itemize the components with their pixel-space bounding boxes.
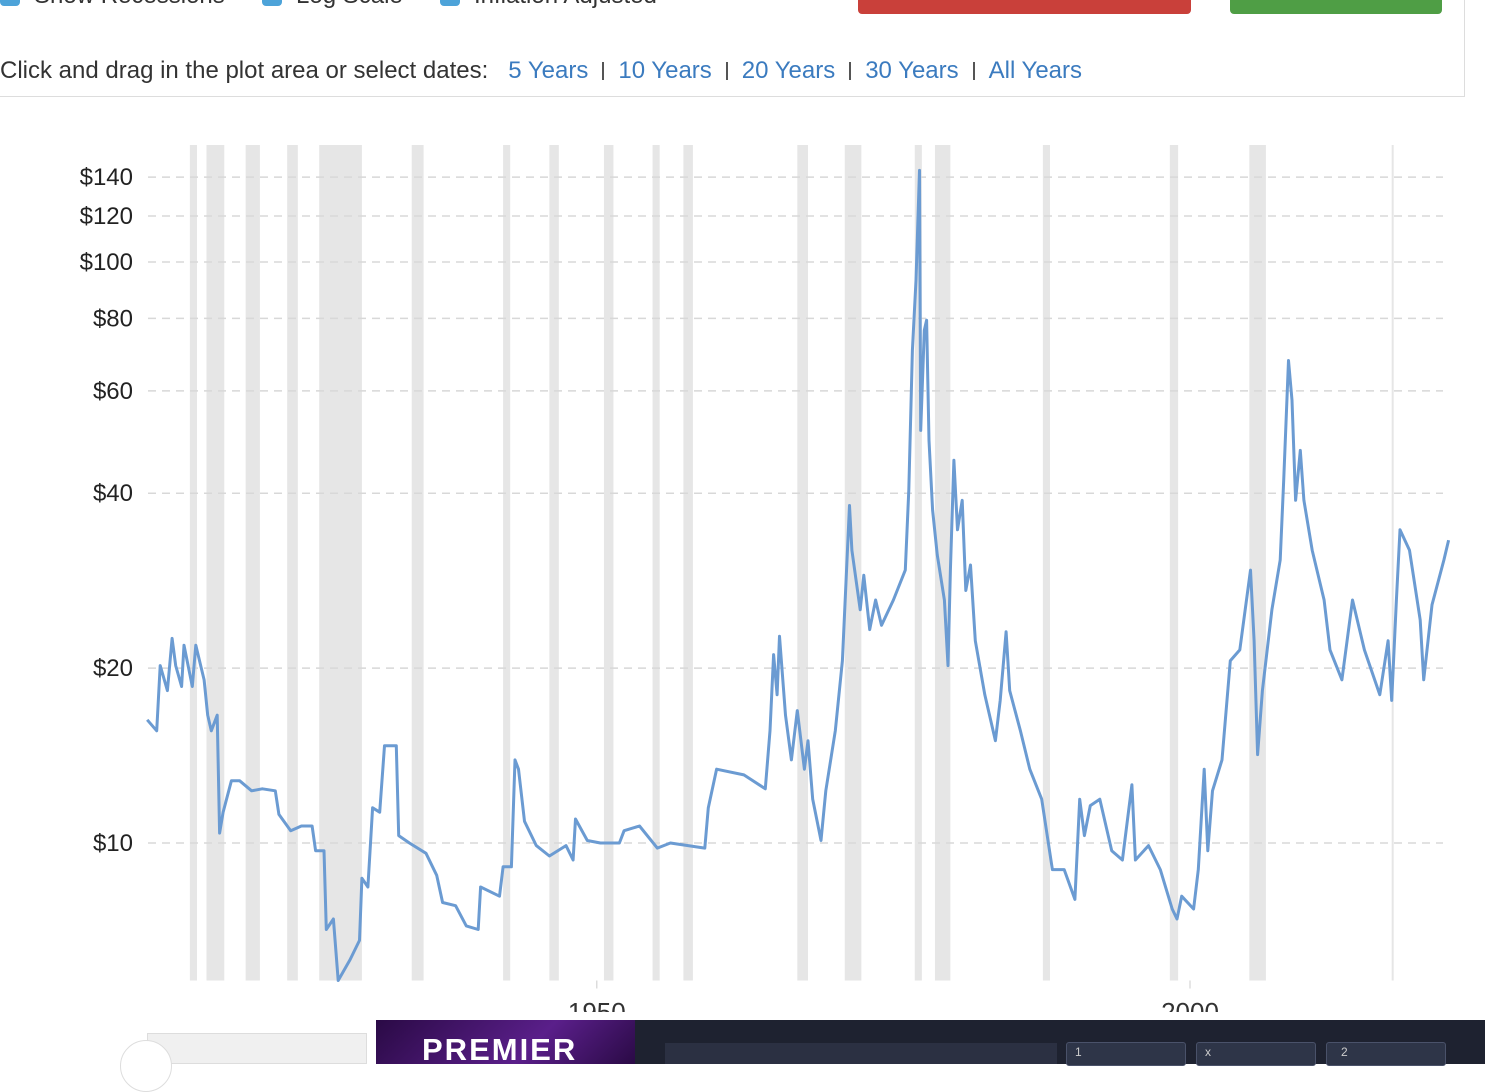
ad-text-bar <box>665 1043 1057 1064</box>
y-tick-label: $140 <box>80 164 133 191</box>
y-tick-label: $20 <box>93 655 133 682</box>
odds-box[interactable]: 2 <box>1326 1042 1446 1066</box>
range-link[interactable]: 10 Years <box>618 57 712 84</box>
ad-title: PREMIER <box>422 1032 578 1067</box>
recession-band <box>797 145 808 981</box>
recession-band <box>1249 145 1266 981</box>
red-button[interactable] <box>858 0 1191 14</box>
recession-band <box>411 145 424 981</box>
range-link[interactable]: 20 Years <box>741 57 836 84</box>
date-selector: Click and drag in the plot area or selec… <box>0 57 1082 85</box>
odds-label: 1 <box>1075 1045 1082 1059</box>
recession-band <box>503 145 511 981</box>
option-label: Inflation Adjusted <box>474 0 657 10</box>
recession-band <box>603 145 614 981</box>
y-tick-label: $120 <box>80 203 133 230</box>
y-tick-label: $10 <box>93 830 133 857</box>
ad-left-box <box>147 1033 367 1064</box>
range-link[interactable]: 30 Years <box>865 57 959 84</box>
circle-button[interactable] <box>120 1040 172 1092</box>
option[interactable]: Log Scale <box>262 0 403 10</box>
recession-band <box>1042 145 1051 981</box>
chart: $10 $20 $40 $60 $80 $100 $120 $140 1950 2000 <box>80 145 1451 1012</box>
x-tick-label: 1950 <box>568 997 626 1012</box>
recession-band <box>1169 145 1179 981</box>
x-tick-label: 2000 <box>1161 997 1219 1012</box>
recession-band <box>245 145 260 981</box>
option[interactable]: Inflation Adjusted <box>440 0 657 10</box>
recession-band <box>914 145 922 981</box>
y-tick-label: $40 <box>93 480 133 507</box>
options-panel <box>0 0 1465 97</box>
option-label: Log Scale <box>296 0 403 10</box>
odds-box[interactable]: 1 <box>1066 1042 1186 1066</box>
range-link[interactable]: 5 Years <box>508 57 589 84</box>
odds-label: 2 <box>1341 1045 1348 1059</box>
y-tick-label: $100 <box>80 249 133 276</box>
recession-band <box>206 145 225 981</box>
recession-band <box>1391 145 1394 981</box>
ad-logo: PREMIER <box>376 1020 635 1067</box>
y-tick-label: $80 <box>93 305 133 332</box>
range-link[interactable]: All Years <box>988 57 1083 84</box>
price-line <box>146 168 1451 982</box>
option-label: Show Recessions <box>34 0 225 10</box>
recession-band <box>549 145 559 981</box>
recession-band <box>652 145 660 981</box>
prompt-text: Click and drag in the plot area or selec… <box>0 57 489 84</box>
odds-label: x <box>1205 1045 1211 1059</box>
odds-box[interactable]: x <box>1196 1042 1316 1066</box>
recession-band <box>319 145 362 981</box>
recession-band <box>683 145 693 981</box>
green-button[interactable] <box>1230 0 1442 14</box>
option[interactable]: Show Recessions <box>0 0 225 10</box>
recession-band <box>934 145 951 981</box>
recession-band <box>287 145 298 981</box>
recession-band <box>189 145 198 981</box>
y-tick-label: $60 <box>93 378 133 405</box>
